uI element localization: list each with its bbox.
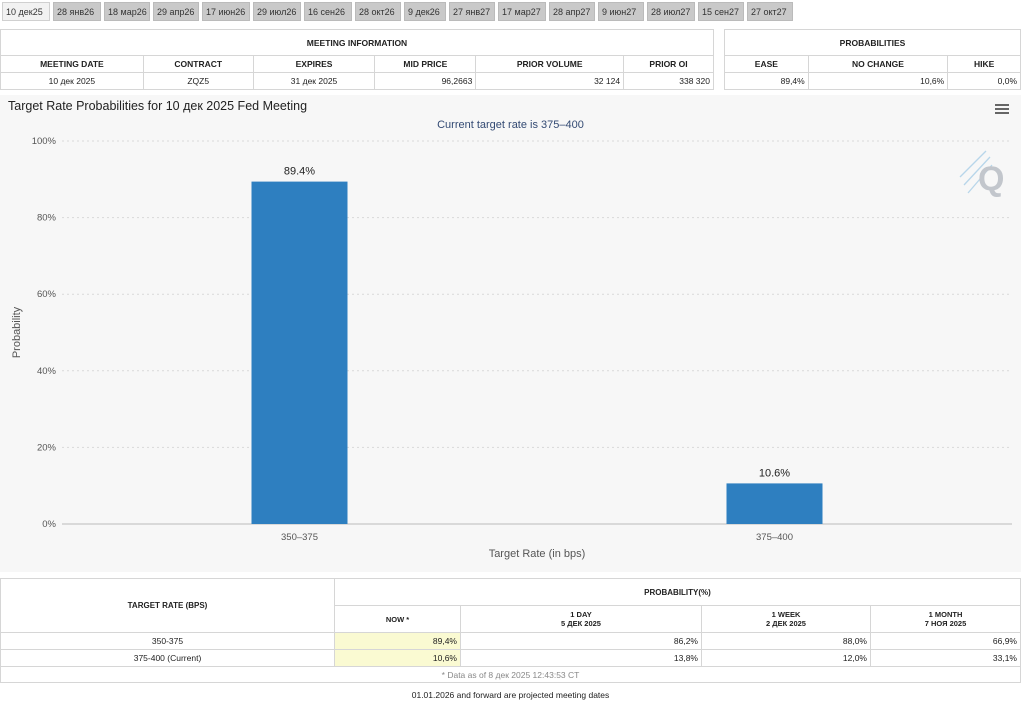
y-tick-label: 20% [37,442,57,453]
tab-meeting-13[interactable]: 28 июл27 [647,2,695,21]
y-tick-label: 100% [32,136,57,147]
now-value: 10,6% [334,649,461,667]
no-change-value: 10,6% [807,72,949,90]
mid-price-header: MID PRICE [374,55,477,73]
y-tick-label: 0% [42,519,56,530]
meeting-date-tabs: 10 дек25 28 янв26 18 мар26 29 апр26 17 и… [0,0,1024,24]
bar-data-label: 10.6% [759,467,790,479]
y-tick-label: 80% [37,213,57,224]
y-tick-label: 60% [37,289,57,300]
one-week-column-header: 1 WEEK 2 ДЕК 2025 [701,605,871,633]
x-tick-label: 350–375 [281,532,318,543]
q-logo-watermark-icon: Q [959,150,1004,198]
prior-oi-value: 338 320 [623,72,714,90]
chart-title: Target Rate Probabilities for 10 дек 202… [8,99,308,113]
data-timestamp-note: * Data as of 8 дек 2025 12:43:53 CT [0,666,1021,683]
chart-subtitle: Current target rate is 375–400 [437,119,584,131]
one-month-date: 7 НОЯ 2025 [924,619,967,628]
one-month-label: 1 MONTH [928,610,963,619]
target-rate-header: TARGET RATE (BPS) [0,578,335,633]
one-week-value: 88,0% [701,632,871,650]
one-day-column-header: 1 DAY 5 ДЕК 2025 [460,605,702,633]
rate-label: 350-375 [0,632,335,650]
now-column-label: NOW * [385,614,410,624]
rate-label: 375-400 (Current) [0,649,335,667]
table-row: 350-375 89,4% 86,2% 88,0% 66,9% [0,632,1021,650]
tab-meeting-2[interactable]: 18 мар26 [104,2,150,21]
one-day-label: 1 DAY [570,610,592,619]
one-day-value: 13,8% [460,649,702,667]
y-axis-title: Probability [11,306,23,358]
probability-header: PROBABILITY(%) [334,578,1021,606]
one-day-date: 5 ДЕК 2025 [561,619,601,628]
expires-header: EXPIRES [252,55,376,73]
one-month-column-header: 1 MONTH 7 НОЯ 2025 [870,605,1021,633]
probabilities-table: PROBABILITIES EASE NO CHANGE HIKE 89,4% … [724,29,1021,90]
prior-volume-header: PRIOR VOLUME [475,55,625,73]
tab-meeting-6[interactable]: 16 сен26 [304,2,352,21]
hike-header: HIKE [947,55,1021,73]
bar-data-label: 89.4% [284,166,315,178]
probability-history-table: TARGET RATE (BPS) PROBABILITY(%) NOW * 1… [0,578,1021,683]
meeting-info-table: MEETING INFORMATION MEETING DATE CONTRAC… [0,29,714,90]
contract-value: ZQZ5 [142,72,254,90]
one-month-value: 33,1% [870,649,1021,667]
tab-meeting-15[interactable]: 27 окт27 [747,2,793,21]
now-column-header: NOW * [334,605,461,633]
tab-meeting-0[interactable]: 10 дек25 [2,2,50,21]
bar-375-400 [726,483,823,524]
y-tick-label: 40% [37,366,57,377]
one-month-value: 66,9% [870,632,1021,650]
x-axis-title: Target Rate (in bps) [489,548,586,560]
probabilities-title: PROBABILITIES [724,29,1021,56]
bar-chart: 0% 20% 40% 60% 80% 100% 89.4% 350–375 10.6% 375–4… [11,136,1012,560]
tab-meeting-11[interactable]: 28 апр27 [549,2,595,21]
svg-text:Q: Q [978,160,1004,198]
tab-meeting-9[interactable]: 27 янв27 [449,2,495,21]
meeting-date-value: 10 дек 2025 [0,72,144,90]
bar-350-375 [251,181,348,524]
prior-oi-header: PRIOR OI [623,55,714,73]
tab-meeting-10[interactable]: 17 мар27 [498,2,546,21]
now-value: 89,4% [334,632,461,650]
table-row: 375-400 (Current) 10,6% 13,8% 12,0% 33,1… [0,649,1021,667]
no-change-header: NO CHANGE [807,55,949,73]
tab-meeting-14[interactable]: 15 сен27 [698,2,744,21]
hike-value: 0,0% [947,72,1021,90]
one-week-date: 2 ДЕК 2025 [766,619,806,628]
x-tick-label: 375–400 [756,532,793,543]
tab-meeting-8[interactable]: 9 дек26 [404,2,446,21]
one-day-value: 86,2% [460,632,702,650]
ease-value: 89,4% [724,72,809,90]
tab-meeting-1[interactable]: 28 янв26 [53,2,101,21]
tab-meeting-4[interactable]: 17 июн26 [202,2,250,21]
one-week-value: 12,0% [701,649,871,667]
ease-header: EASE [724,55,809,73]
mid-price-value: 96,2663 [374,72,477,90]
hamburger-menu-icon[interactable] [995,104,1009,115]
one-week-label: 1 WEEK [771,610,801,619]
projected-dates-note: 01.01.2026 and forward are projected mee… [411,690,610,700]
prior-volume-value: 32 124 [475,72,625,90]
meeting-date-header: MEETING DATE [0,55,144,73]
meeting-info-title: MEETING INFORMATION [0,29,714,56]
chart-container: 0% 20% 40% 60% 80% 100% 89.4% 350–375 10.6% 375–4… [0,95,1021,572]
tab-meeting-12[interactable]: 9 июн27 [598,2,644,21]
tab-meeting-5[interactable]: 29 июл26 [253,2,301,21]
tab-meeting-7[interactable]: 28 окт26 [355,2,401,21]
contract-header: CONTRACT [142,55,254,73]
expires-value: 31 дек 2025 [252,72,376,90]
tab-meeting-3[interactable]: 29 апр26 [153,2,199,21]
